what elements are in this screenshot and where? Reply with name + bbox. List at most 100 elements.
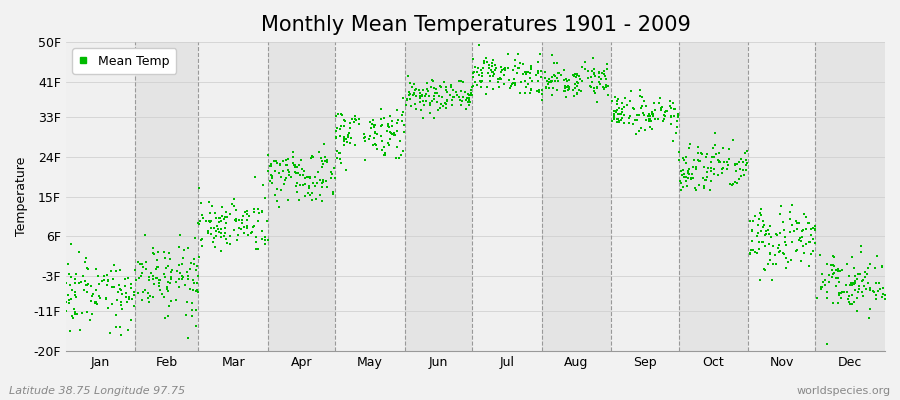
Point [681, 170, 696, 177]
Point [153, 277, 167, 284]
Point [280, 161, 294, 168]
Point [551, 70, 565, 76]
Point [134, 272, 148, 279]
Point [266, 175, 280, 181]
Point [572, 87, 586, 94]
Point [84, 317, 98, 324]
Point [686, 164, 700, 170]
Point [446, 86, 461, 93]
Point [337, 142, 351, 148]
Point [124, 281, 139, 288]
Point [639, 117, 653, 124]
Bar [815, 42, 885, 351]
Point [615, 106, 629, 112]
Point [101, 277, 115, 284]
Point [134, 261, 148, 268]
Point [778, 242, 793, 248]
Point [756, 217, 770, 224]
Point [114, 302, 129, 308]
Point [328, 175, 342, 182]
Point [427, 96, 441, 102]
Point [804, 232, 818, 238]
Point [366, 122, 381, 128]
Point [244, 230, 258, 236]
Point [289, 183, 303, 189]
Point [875, 293, 889, 300]
Point [300, 174, 314, 180]
Point [516, 70, 530, 77]
Point [483, 73, 498, 79]
Point [97, 277, 112, 284]
Point [485, 62, 500, 69]
Point [245, 229, 259, 235]
Point [844, 280, 859, 286]
Point [635, 102, 650, 109]
Point [191, 289, 205, 295]
Point [654, 104, 669, 111]
Point [185, 307, 200, 314]
Point [401, 92, 416, 98]
Point [99, 296, 113, 302]
Point [756, 224, 770, 231]
Point [227, 196, 241, 202]
Point [333, 133, 347, 140]
Point [834, 267, 849, 274]
Point [552, 70, 566, 76]
Point [676, 184, 690, 190]
Point [645, 111, 660, 118]
Point [79, 308, 94, 315]
Point [466, 70, 481, 76]
Point [319, 178, 333, 184]
Point [531, 68, 545, 74]
Point [598, 73, 612, 79]
Point [706, 153, 721, 160]
Point [65, 287, 79, 294]
Point [532, 89, 546, 95]
Point [577, 58, 591, 65]
Point [374, 116, 389, 122]
Point [329, 113, 344, 119]
Point [524, 66, 538, 72]
Point [295, 166, 310, 172]
Point [461, 91, 475, 98]
Point [793, 235, 807, 241]
Title: Monthly Mean Temperatures 1901 - 2009: Monthly Mean Temperatures 1901 - 2009 [260, 15, 690, 35]
Point [544, 92, 559, 98]
Point [503, 85, 517, 92]
Point [569, 74, 583, 80]
Point [59, 308, 74, 314]
Point [758, 266, 772, 273]
Point [666, 138, 680, 144]
Point [819, 289, 833, 296]
Point [118, 283, 132, 290]
Point [227, 226, 241, 233]
Point [207, 235, 221, 241]
Point [607, 111, 621, 117]
Point [257, 237, 272, 244]
Point [673, 180, 688, 186]
Point [634, 105, 649, 111]
Point [783, 216, 797, 222]
Point [468, 64, 482, 70]
Point [609, 118, 624, 125]
Point [257, 234, 272, 240]
Point [612, 118, 626, 125]
Point [427, 93, 441, 99]
Point [230, 216, 244, 222]
Point [859, 286, 873, 292]
Point [438, 101, 453, 108]
Point [472, 78, 487, 84]
Point [596, 84, 610, 90]
Point [542, 85, 556, 92]
Point [486, 69, 500, 75]
Point [803, 238, 817, 245]
Point [345, 116, 359, 122]
Point [134, 297, 148, 303]
Point [393, 138, 408, 145]
Point [533, 51, 547, 57]
Point [550, 87, 564, 93]
Point [680, 175, 695, 181]
Point [524, 63, 538, 70]
Point [242, 213, 256, 220]
Point [248, 246, 263, 252]
